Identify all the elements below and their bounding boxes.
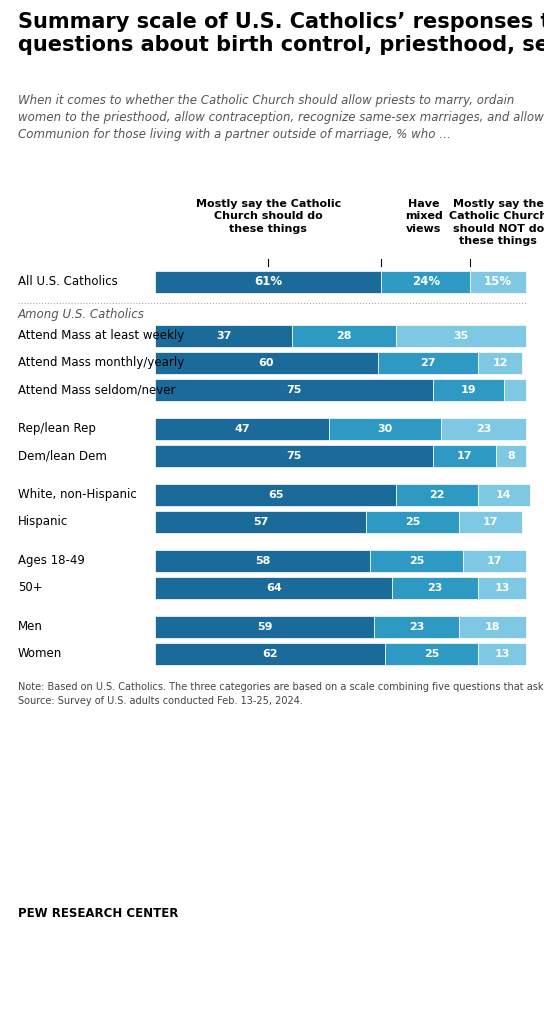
Text: 22: 22 (429, 489, 444, 500)
Text: Mostly say the
Catholic Church
should NOT do
these things: Mostly say the Catholic Church should NO… (449, 199, 544, 246)
Text: 25: 25 (424, 649, 439, 658)
Text: 25: 25 (409, 556, 424, 565)
FancyBboxPatch shape (155, 577, 392, 598)
Text: 50+: 50+ (18, 582, 42, 594)
Text: 17: 17 (483, 517, 498, 526)
Text: 35: 35 (454, 331, 469, 341)
Text: 14: 14 (496, 489, 511, 500)
Text: 8: 8 (508, 451, 515, 461)
FancyBboxPatch shape (441, 418, 526, 439)
Text: All U.S. Catholics: All U.S. Catholics (18, 275, 118, 288)
Text: 12: 12 (492, 357, 508, 368)
Text: 64: 64 (266, 583, 282, 593)
FancyBboxPatch shape (378, 352, 478, 374)
Text: 25: 25 (405, 517, 421, 526)
Text: When it comes to whether the Catholic Church should allow priests to marry, orda: When it comes to whether the Catholic Ch… (18, 94, 544, 141)
FancyBboxPatch shape (433, 445, 496, 467)
Text: 60: 60 (258, 357, 274, 368)
Text: Attend Mass monthly/yearly: Attend Mass monthly/yearly (18, 356, 184, 370)
Text: White, non-Hispanic: White, non-Hispanic (18, 488, 137, 502)
Text: PEW RESEARCH CENTER: PEW RESEARCH CENTER (18, 907, 178, 920)
Text: 61%: 61% (254, 275, 282, 288)
FancyBboxPatch shape (459, 511, 522, 532)
FancyBboxPatch shape (367, 511, 459, 532)
FancyBboxPatch shape (504, 379, 526, 400)
Text: Hispanic: Hispanic (18, 515, 68, 528)
Text: 37: 37 (216, 331, 231, 341)
FancyBboxPatch shape (396, 325, 526, 346)
FancyBboxPatch shape (155, 271, 381, 293)
Text: 23: 23 (428, 583, 443, 593)
Text: 30: 30 (378, 424, 393, 434)
Text: 23: 23 (409, 622, 424, 632)
Text: Summary scale of U.S. Catholics’ responses to
questions about birth control, pri: Summary scale of U.S. Catholics’ respons… (18, 12, 544, 55)
FancyBboxPatch shape (496, 445, 526, 467)
Text: 75: 75 (287, 385, 302, 394)
FancyBboxPatch shape (396, 484, 478, 506)
FancyBboxPatch shape (155, 616, 374, 638)
FancyBboxPatch shape (329, 418, 441, 439)
FancyBboxPatch shape (155, 325, 292, 346)
Text: Mostly say the Catholic
Church should do
these things: Mostly say the Catholic Church should do… (195, 199, 341, 233)
FancyBboxPatch shape (478, 352, 522, 374)
Text: 17: 17 (457, 451, 473, 461)
Text: 27: 27 (420, 357, 435, 368)
Text: 13: 13 (494, 583, 510, 593)
Text: Men: Men (18, 621, 43, 633)
Text: 47: 47 (234, 424, 250, 434)
FancyBboxPatch shape (463, 550, 526, 571)
Text: 57: 57 (253, 517, 268, 526)
FancyBboxPatch shape (155, 352, 378, 374)
FancyBboxPatch shape (155, 643, 385, 665)
Text: 75: 75 (287, 451, 302, 461)
Text: Attend Mass at least weekly: Attend Mass at least weekly (18, 330, 184, 342)
Text: 17: 17 (487, 556, 502, 565)
FancyBboxPatch shape (478, 643, 526, 665)
FancyBboxPatch shape (385, 643, 478, 665)
Text: Ages 18-49: Ages 18-49 (18, 554, 85, 567)
Text: 23: 23 (475, 424, 491, 434)
FancyBboxPatch shape (155, 484, 396, 506)
FancyBboxPatch shape (433, 379, 504, 400)
Text: 58: 58 (255, 556, 270, 565)
Text: Women: Women (18, 647, 62, 660)
FancyBboxPatch shape (471, 271, 526, 293)
FancyBboxPatch shape (155, 379, 433, 400)
Text: 28: 28 (336, 331, 352, 341)
FancyBboxPatch shape (381, 271, 471, 293)
FancyBboxPatch shape (155, 445, 433, 467)
Text: 13: 13 (494, 649, 510, 658)
Text: 15%: 15% (484, 275, 512, 288)
FancyBboxPatch shape (370, 550, 463, 571)
Text: Among U.S. Catholics: Among U.S. Catholics (18, 308, 145, 321)
Text: Attend Mass seldom/never: Attend Mass seldom/never (18, 383, 176, 396)
FancyBboxPatch shape (374, 616, 459, 638)
Text: 62: 62 (262, 649, 278, 658)
Text: Note: Based on U.S. Catholics. The three categories are based on a scale combini: Note: Based on U.S. Catholics. The three… (18, 682, 544, 706)
Text: Have
mixed
views: Have mixed views (405, 199, 443, 233)
FancyBboxPatch shape (459, 616, 526, 638)
FancyBboxPatch shape (478, 577, 526, 598)
Text: 59: 59 (257, 622, 272, 632)
Text: Dem/lean Dem: Dem/lean Dem (18, 450, 107, 462)
FancyBboxPatch shape (392, 577, 478, 598)
FancyBboxPatch shape (292, 325, 396, 346)
FancyBboxPatch shape (155, 418, 329, 439)
FancyBboxPatch shape (478, 484, 530, 506)
Text: 18: 18 (485, 622, 500, 632)
Text: Rep/lean Rep: Rep/lean Rep (18, 422, 96, 435)
FancyBboxPatch shape (155, 511, 367, 532)
FancyBboxPatch shape (155, 550, 370, 571)
Text: 24%: 24% (412, 275, 440, 288)
Text: 65: 65 (268, 489, 283, 500)
Text: 19: 19 (461, 385, 477, 394)
